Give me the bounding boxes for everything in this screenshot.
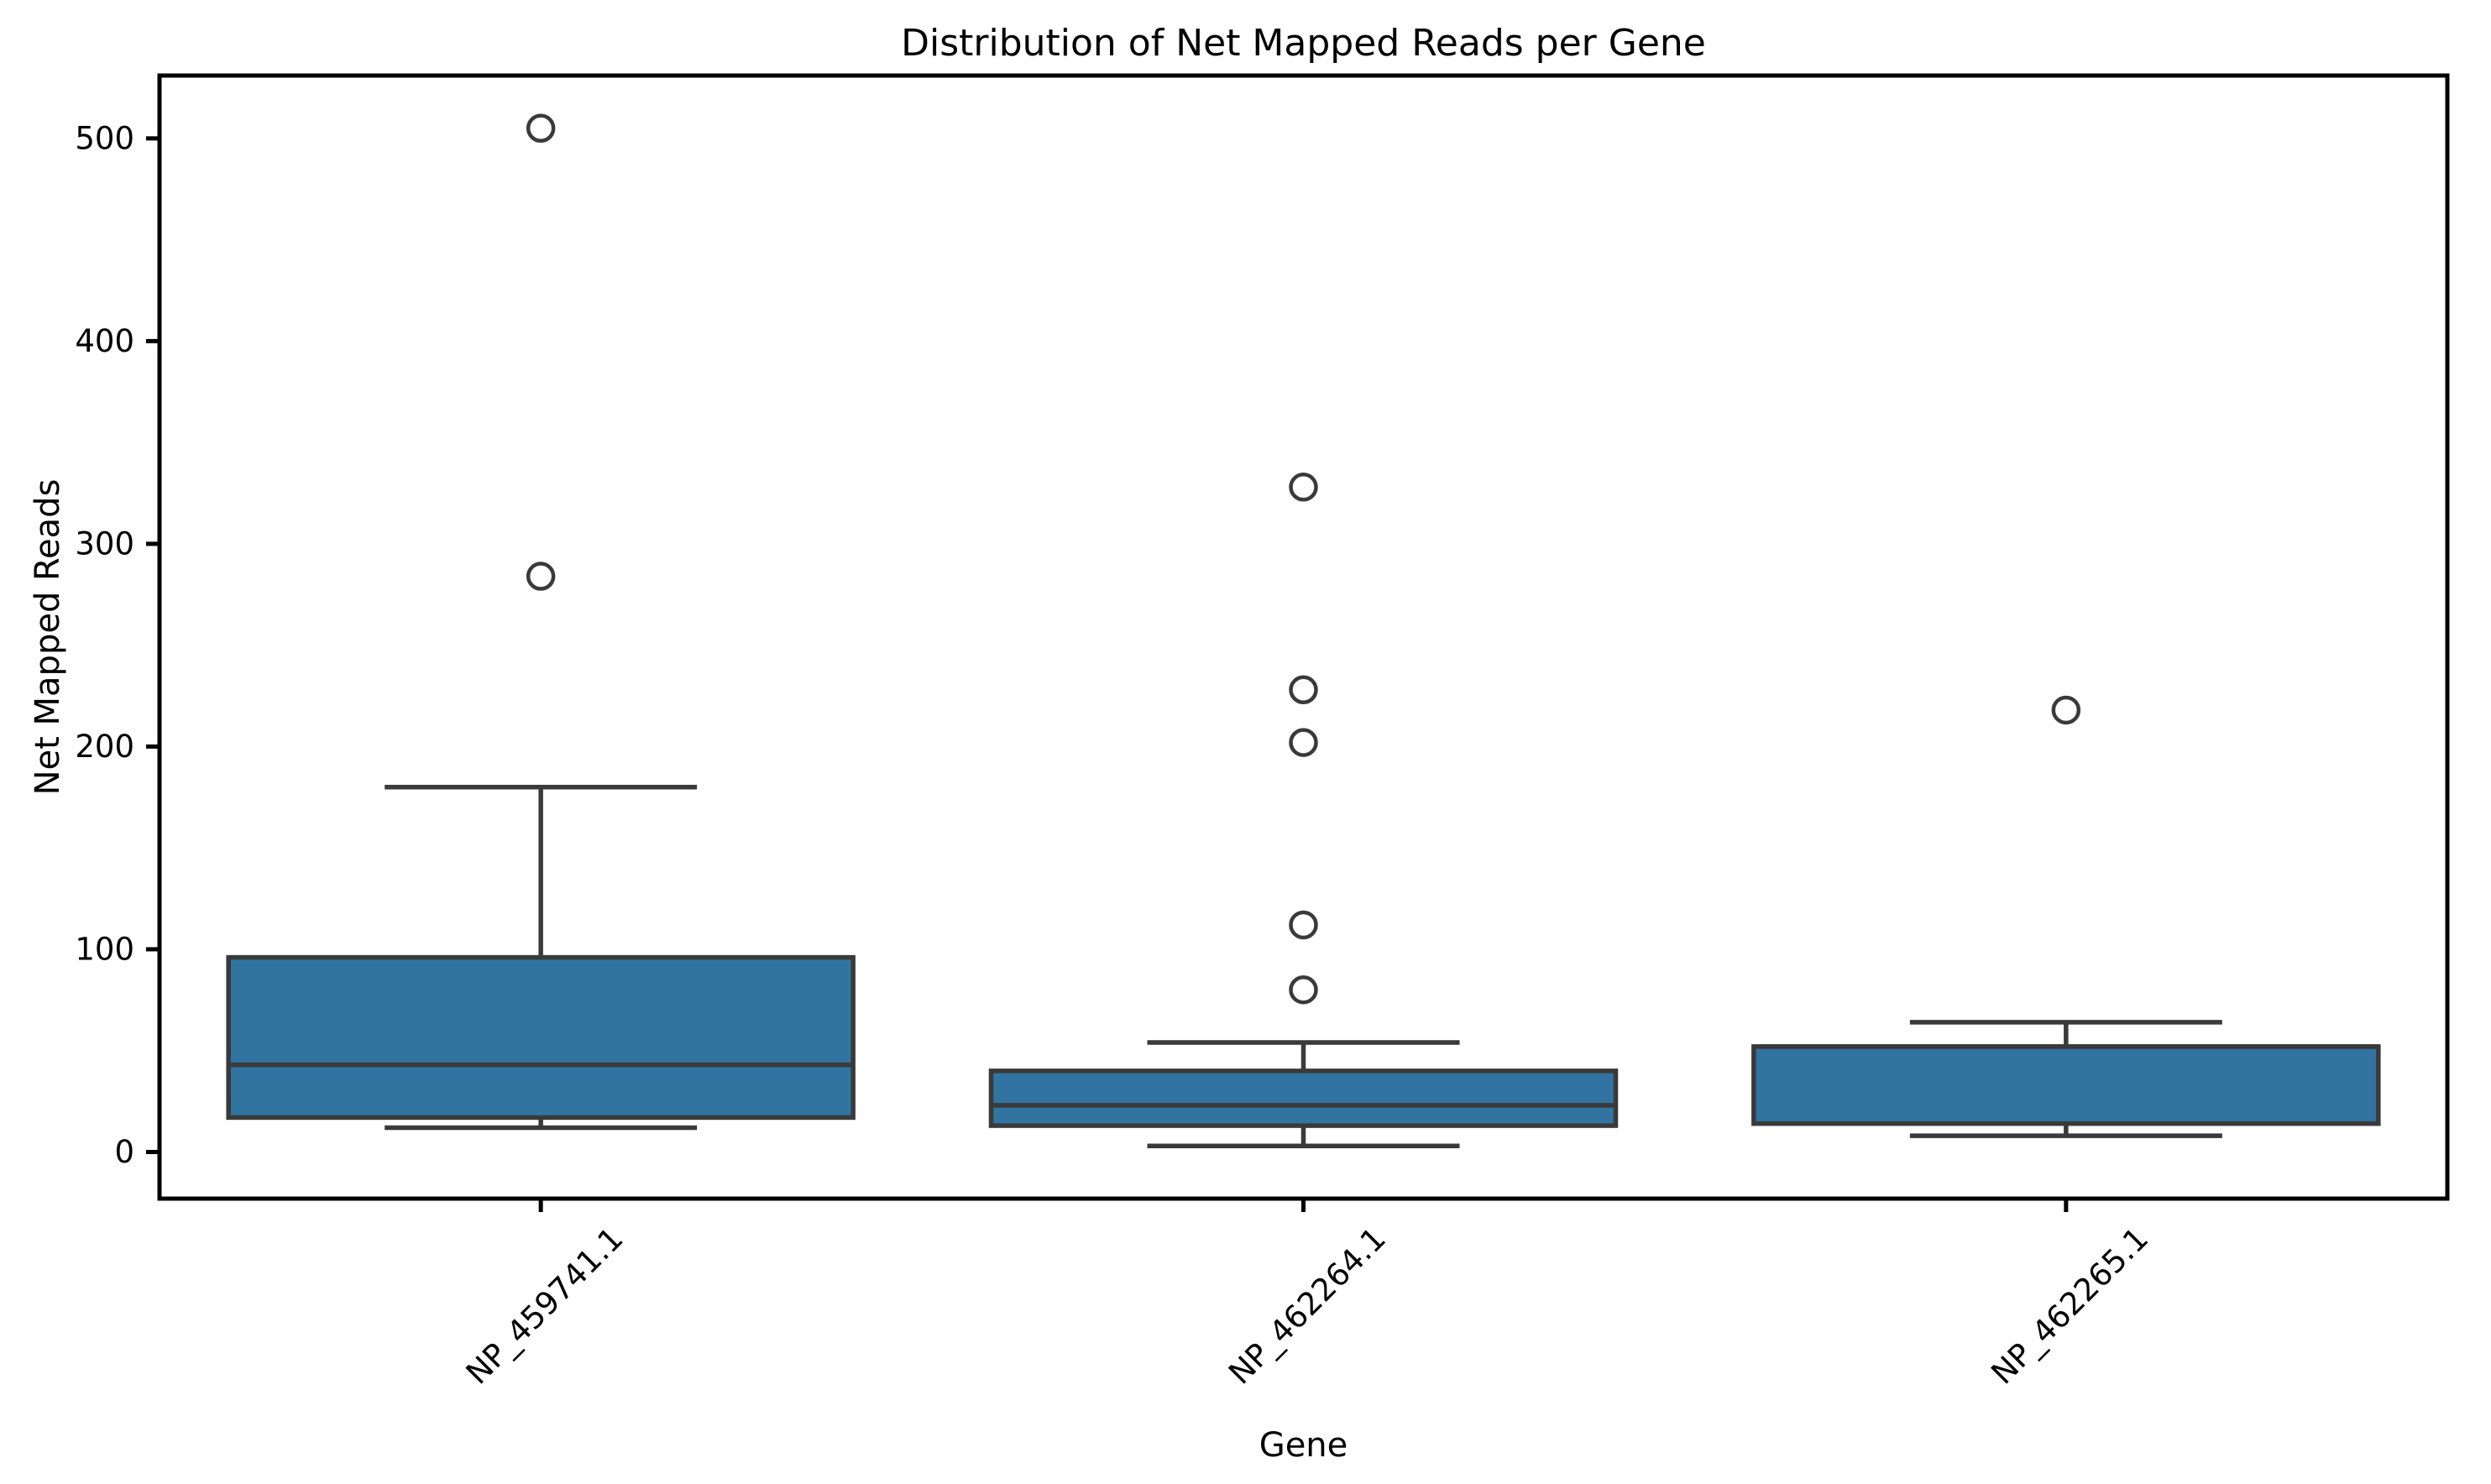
outlier-point [1289,473,1318,502]
boxplot-NP_462265.1 [1751,695,2381,1138]
y-tick-label: 100 [75,931,134,967]
x-tick-label: NP_459741.1 [459,1220,631,1392]
y-tick-label: 400 [75,323,134,359]
outlier-point [1289,975,1318,1005]
outlier-point [1289,675,1318,705]
iqr-box [226,954,856,1121]
boxplot-NP_459741.1 [226,113,856,1131]
outlier-point [526,562,556,591]
x-tick-label: NP_462264.1 [1222,1220,1393,1392]
y-tick-label: 200 [75,729,134,765]
x-tick-label: NP_462265.1 [1985,1220,2156,1392]
outlier-point [1289,910,1318,940]
outlier-point [2051,695,2081,725]
x-axis: NP_459741.1 NP_462264.1 NP_462265.1 [459,1199,2155,1392]
boxplot-NP_462264.1 [988,473,1619,1148]
y-tick-label: 300 [75,525,134,562]
iqr-box [1751,1044,2381,1126]
y-axis: 0 100 200 300 400 500 [75,120,160,1170]
y-tick-label: 0 [114,1134,134,1170]
chart-title: Distribution of Net Mapped Reads per Gen… [901,22,1706,65]
x-axis-label: Gene [1259,1426,1348,1465]
y-tick-label: 500 [75,120,134,156]
outlier-point [1289,728,1318,757]
y-axis-label: Net Mapped Reads [29,479,67,796]
outlier-point [526,113,556,144]
iqr-box [988,1069,1619,1128]
